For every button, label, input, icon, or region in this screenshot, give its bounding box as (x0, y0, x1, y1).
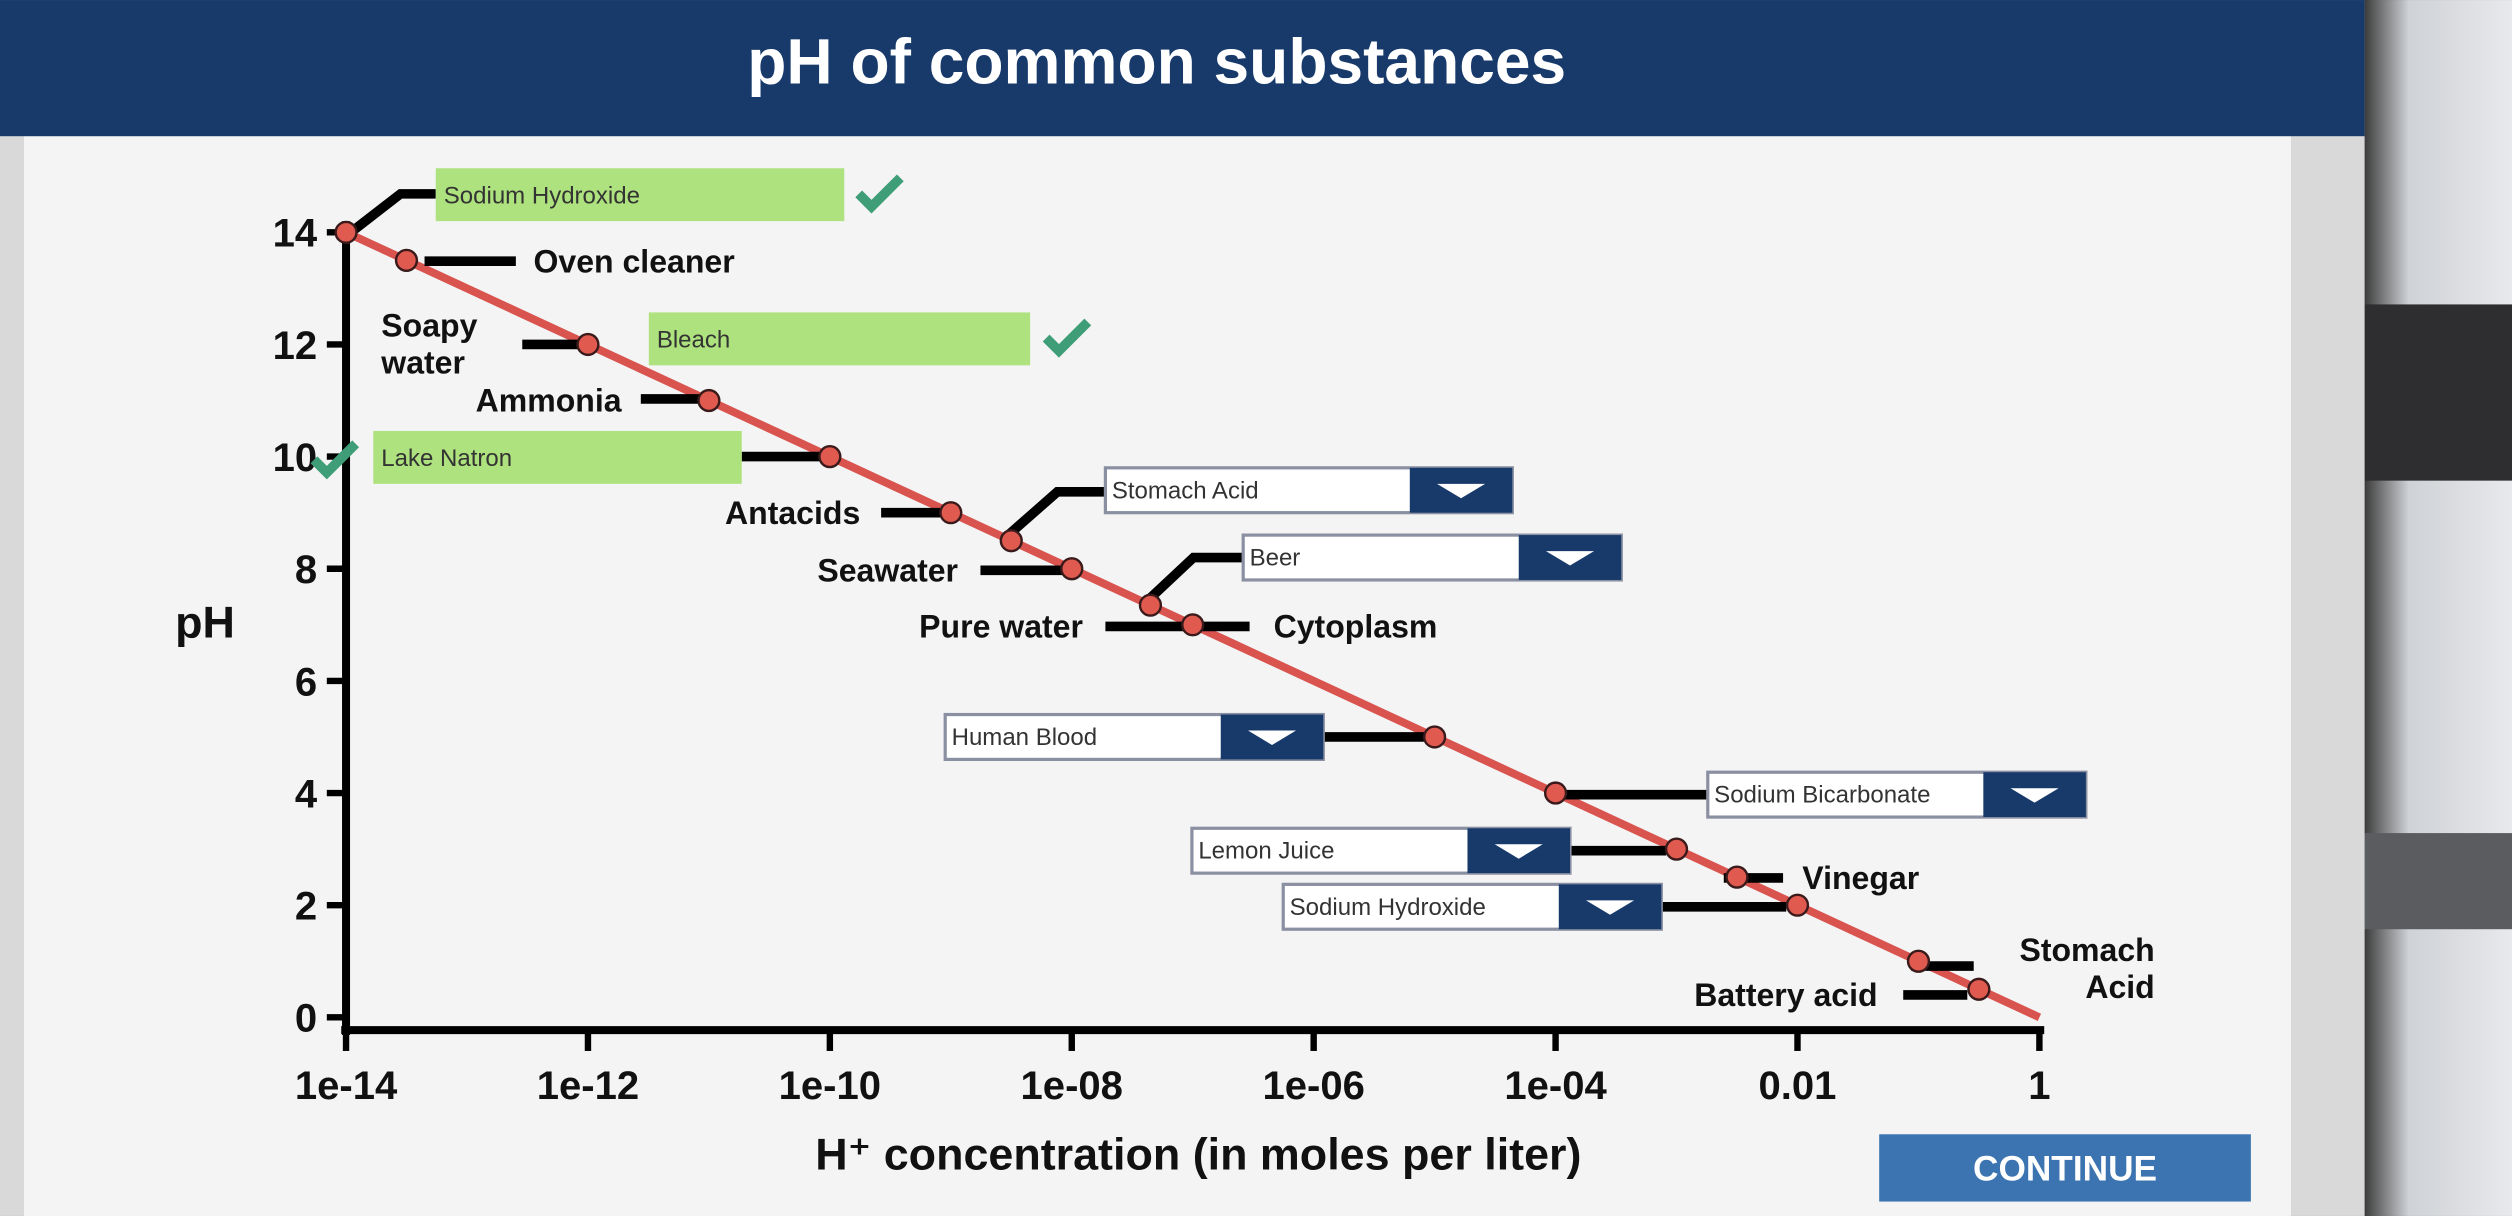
answer-text: Lake Natron (381, 445, 512, 472)
answer-text: Bleach (657, 327, 730, 354)
data-point (939, 501, 963, 525)
x-tick-label: 1e-04 (1504, 1064, 1607, 1108)
data-point (1060, 557, 1084, 581)
substance-label: Pure water (919, 609, 1083, 645)
substance-label-line: Stomach (2019, 932, 2154, 968)
x-tick-label: 1 (2028, 1064, 2050, 1108)
data-point (1138, 593, 1163, 617)
y-tick-label: 12 (273, 324, 318, 368)
dropdown-text[interactable]: Sodium Bicarbonate (1714, 782, 1930, 809)
y-tick-label: 14 (273, 212, 318, 256)
dropdown-text[interactable]: Beer (1250, 545, 1301, 572)
x-tick-label: 1e-10 (779, 1064, 881, 1108)
answer-box (373, 430, 742, 484)
dropdown-text[interactable]: Human Blood (952, 724, 1098, 751)
substance-label-line: Acid (2085, 969, 2154, 1005)
content-area (24, 136, 2291, 1216)
background-scene (2364, 304, 2512, 481)
data-point (1906, 949, 1931, 973)
dropdown-arrow[interactable] (1247, 730, 1297, 745)
y-axis-label: pH (175, 597, 235, 648)
leader-line (1001, 487, 1106, 542)
substance-label-line: water (380, 344, 465, 380)
y-tick-label: 8 (295, 548, 317, 592)
substance-label: Oven cleaner (533, 243, 734, 279)
data-point (1181, 613, 1205, 637)
check-icon (310, 440, 360, 480)
dropdown-arrow[interactable] (1494, 844, 1543, 859)
data-point (1423, 725, 1447, 749)
substance-label: Battery acid (1694, 977, 1877, 1013)
dropdown-arrow[interactable] (1586, 900, 1635, 915)
y-tick-label: 4 (295, 772, 318, 816)
data-point (1543, 781, 1568, 805)
substance-label: Soapy water (380, 307, 477, 380)
leader-line (1138, 552, 1244, 610)
x-axis-label: H⁺ concentration (in moles per liter) (815, 1129, 1581, 1180)
substance-label: Cytoplasm (1274, 609, 1438, 645)
data-point (1785, 893, 1810, 917)
y-tick-label: 10 (273, 436, 318, 480)
x-tick-label: 1e-08 (1021, 1064, 1123, 1108)
answer-box (648, 312, 1031, 366)
y-tick-label: 2 (295, 885, 317, 929)
substance-label: Seawater (817, 553, 958, 589)
data-point (818, 444, 842, 469)
y-tick-label: 6 (295, 660, 317, 704)
dropdown-arrow[interactable] (2010, 788, 2059, 803)
background-scene (2364, 833, 2512, 930)
substance-label: Vinegar (1802, 860, 1919, 896)
data-point (999, 529, 1023, 553)
dropdown-text[interactable]: Lemon Juice (1198, 838, 1334, 865)
substance-label: Stomach Acid (2019, 932, 2154, 1005)
data-point (334, 220, 358, 244)
answer-text: Sodium Hydroxide (444, 182, 640, 209)
continue-button-label[interactable]: CONTINUE (1973, 1150, 2157, 1189)
check-icon (855, 174, 904, 214)
chart: 0 2 4 6 8 10 12 14 1e-14 1e-12 1e-10 1e-08 1e-06 1e-0… (175, 168, 2155, 1180)
y-tick-label: 0 (295, 997, 317, 1041)
data-point (576, 332, 600, 357)
header-bar (0, 0, 2365, 137)
data-point (1725, 865, 1749, 889)
check-icon (1042, 318, 1092, 358)
x-tick-label: 0.01 (1759, 1064, 1837, 1108)
substance-label-line: Soapy (381, 307, 477, 343)
answer-box (435, 168, 845, 222)
data-point (1664, 837, 1689, 861)
data-point (394, 248, 419, 272)
x-tick-label: 1e-12 (537, 1064, 639, 1108)
dropdown-arrow[interactable] (1545, 551, 1595, 566)
dropdown-text[interactable]: Stomach Acid (1112, 477, 1259, 504)
data-point (697, 388, 721, 413)
dropdown-arrow[interactable] (1437, 483, 1486, 499)
x-tick-label: 1e-14 (295, 1064, 398, 1108)
title: pH of common substances (747, 25, 1566, 97)
dropdown-text[interactable]: Sodium Hydroxide (1290, 894, 1486, 921)
data-point (1967, 977, 1991, 1001)
x-tick-label: 1e-06 (1262, 1064, 1364, 1108)
substance-label: Antacids (725, 495, 860, 531)
substance-label: Ammonia (476, 383, 623, 419)
leader-line (347, 189, 436, 237)
background-scene (2364, 0, 2512, 1216)
continue-button[interactable] (1879, 1134, 2251, 1202)
